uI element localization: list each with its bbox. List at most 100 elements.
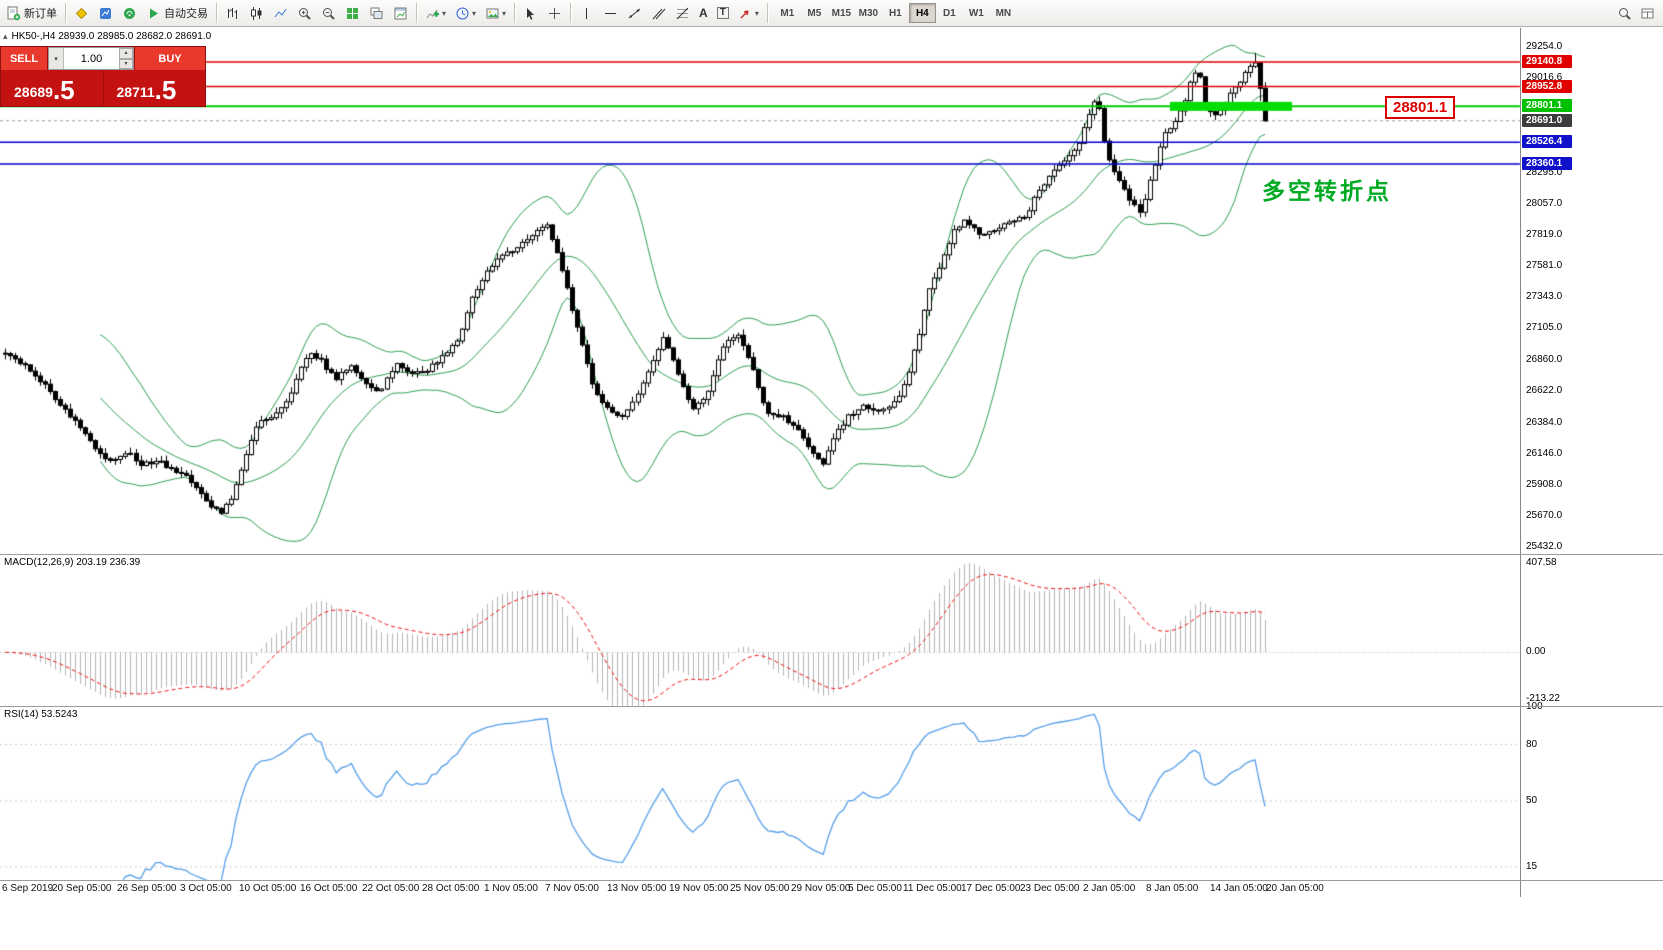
line-chart-button[interactable] [269, 2, 292, 24]
time-axis-label: 11 Dec 05:00 [903, 883, 962, 894]
volume-steppers: ▴ ▾ [119, 48, 133, 69]
price-axis[interactable]: 29254.029016.628778.828540.928295.028057… [1520, 28, 1663, 897]
panel-separator-main-macd[interactable] [0, 554, 1663, 555]
fibonacci-button[interactable] [671, 2, 694, 24]
volume-control: ▾ ▴ ▾ [48, 47, 134, 70]
candlestick-chart-button[interactable] [245, 2, 268, 24]
timeframe-button-m30[interactable]: M30 [855, 3, 882, 23]
cascade-windows-button[interactable] [365, 2, 388, 24]
zoom-in-icon [297, 6, 312, 21]
zoom-in-button[interactable] [293, 2, 316, 24]
time-axis-label: 2 Jan 05:00 [1083, 883, 1136, 894]
chevron-down-icon: ▾ [754, 8, 759, 18]
price-tick: 26384.0 [1526, 416, 1563, 428]
timeframe-button-m1[interactable]: M1 [774, 3, 801, 23]
periods-button[interactable]: ▾ [451, 2, 480, 24]
time-axis[interactable]: 6 Sep 2019 20 Sep 05:00 26 Sep 05:00 3 Oct … [0, 881, 1520, 897]
arrows-button[interactable]: ▾ [734, 2, 763, 24]
price-tick: 28295.0 [1526, 166, 1563, 178]
sell-price[interactable]: 28689.5 [1, 70, 103, 106]
bar-chart-button[interactable] [221, 2, 244, 24]
objects-list-icon [1640, 6, 1655, 21]
toolbar-separator [416, 3, 417, 23]
crosshair-button[interactable] [543, 2, 566, 24]
auto-trading-button[interactable]: 自动交易 [142, 2, 212, 24]
trendline-button[interactable] [623, 2, 646, 24]
horizontal-line-button[interactable] [599, 2, 622, 24]
chevron-down-icon: ▾ [502, 8, 507, 18]
time-axis-label: 17 Dec 05:00 [961, 883, 1021, 894]
tile-windows-button[interactable] [341, 2, 364, 24]
metaeditor-icon [74, 6, 89, 21]
signals-icon [122, 6, 137, 21]
timeframe-button-h4[interactable]: H4 [908, 3, 936, 23]
zoom-out-button[interactable] [317, 2, 340, 24]
macd-axis-label: 407.58 [1526, 557, 1557, 569]
vertical-line-button[interactable] [575, 2, 598, 24]
price-marker: 28526.4 [1522, 135, 1572, 149]
timeframe-button-h1[interactable]: H1 [882, 3, 909, 23]
buy-price[interactable]: 28711.5 [102, 70, 206, 106]
arrange-windows-button[interactable] [389, 2, 412, 24]
fibonacci-icon [675, 6, 690, 21]
metaeditor-button[interactable] [70, 2, 93, 24]
volume-increase-button[interactable]: ▴ [119, 48, 133, 59]
sell-button[interactable]: SELL [1, 47, 48, 70]
templates-icon [485, 6, 500, 21]
buy-price-main: 28711 [116, 84, 155, 101]
timeframe-button-w1[interactable]: W1 [963, 3, 990, 23]
buy-button[interactable]: BUY [134, 47, 205, 70]
timeframe-toolbar: M1 M5 M15 M30 H1 H4 D1 W1 MN [774, 3, 1017, 23]
signals-button[interactable] [118, 2, 141, 24]
macd-axis-label: 0.00 [1526, 646, 1546, 658]
indicators-button[interactable]: ▾ [421, 2, 450, 24]
trade-panel-toggle[interactable]: ▴ [3, 31, 8, 41]
clock-icon [455, 6, 470, 21]
chevron-down-icon: ▾ [472, 8, 477, 18]
market-button[interactable] [94, 2, 117, 24]
price-marker: 28691.0 [1522, 113, 1572, 127]
new-order-icon [6, 6, 21, 21]
price-tick: 26146.0 [1526, 447, 1563, 459]
price-tick: 27343.0 [1526, 291, 1563, 303]
macd-indicator-label: MACD(12,26,9) 203.19 236.39 [4, 557, 141, 568]
time-axis-label: 5 Dec 05:00 [848, 883, 902, 894]
time-axis-label: 7 Nov 05:00 [545, 883, 599, 894]
volume-decrease-button[interactable]: ▾ [119, 58, 133, 69]
trade-panel-price-row: 28689.5 28711.5 [1, 70, 205, 106]
price-tick: 26622.0 [1526, 385, 1563, 397]
time-axis-label: 25 Nov 05:00 [730, 883, 790, 894]
price-marker: 29140.8 [1522, 54, 1572, 68]
rsi-axis-label: 15 [1526, 860, 1538, 872]
time-axis-label: 13 Nov 05:00 [607, 883, 667, 894]
channel-button[interactable] [647, 2, 670, 24]
timeframe-button-m5[interactable]: M5 [801, 3, 828, 23]
volume-input[interactable] [64, 48, 119, 69]
panel-separator-rsi-timeaxis[interactable] [0, 880, 1663, 881]
time-axis-label: 14 Jan 05:00 [1210, 883, 1268, 894]
new-order-button[interactable]: 新订单 [2, 2, 61, 24]
timeframe-button-d1[interactable]: D1 [936, 3, 963, 23]
toolbar-separator [65, 3, 66, 23]
search-button[interactable] [1613, 2, 1636, 24]
cursor-button[interactable] [519, 2, 542, 24]
timeframe-button-mn[interactable]: MN [990, 3, 1017, 23]
panel-separator-macd-rsi[interactable] [0, 706, 1663, 707]
indicators-icon [425, 6, 440, 21]
time-axis-label: 16 Oct 05:00 [300, 883, 358, 894]
text-button[interactable]: A [695, 2, 712, 24]
objects-list-button[interactable] [1636, 2, 1659, 24]
timeframe-button-m15[interactable]: M15 [828, 3, 855, 23]
text-label-button[interactable]: T [713, 2, 733, 24]
price-marker: 28952.8 [1522, 79, 1572, 93]
templates-button[interactable]: ▾ [481, 2, 510, 24]
text-icon: A [699, 6, 708, 20]
macd-axis-label: -213.22 [1526, 693, 1560, 705]
price-tick: 25908.0 [1526, 478, 1563, 490]
volume-dropdown-button[interactable]: ▾ [49, 48, 64, 69]
time-axis-label: 22 Oct 05:00 [362, 883, 420, 894]
chart-annotation-text: 多空转折点 [1262, 178, 1392, 204]
toolbar-separator [514, 3, 516, 23]
